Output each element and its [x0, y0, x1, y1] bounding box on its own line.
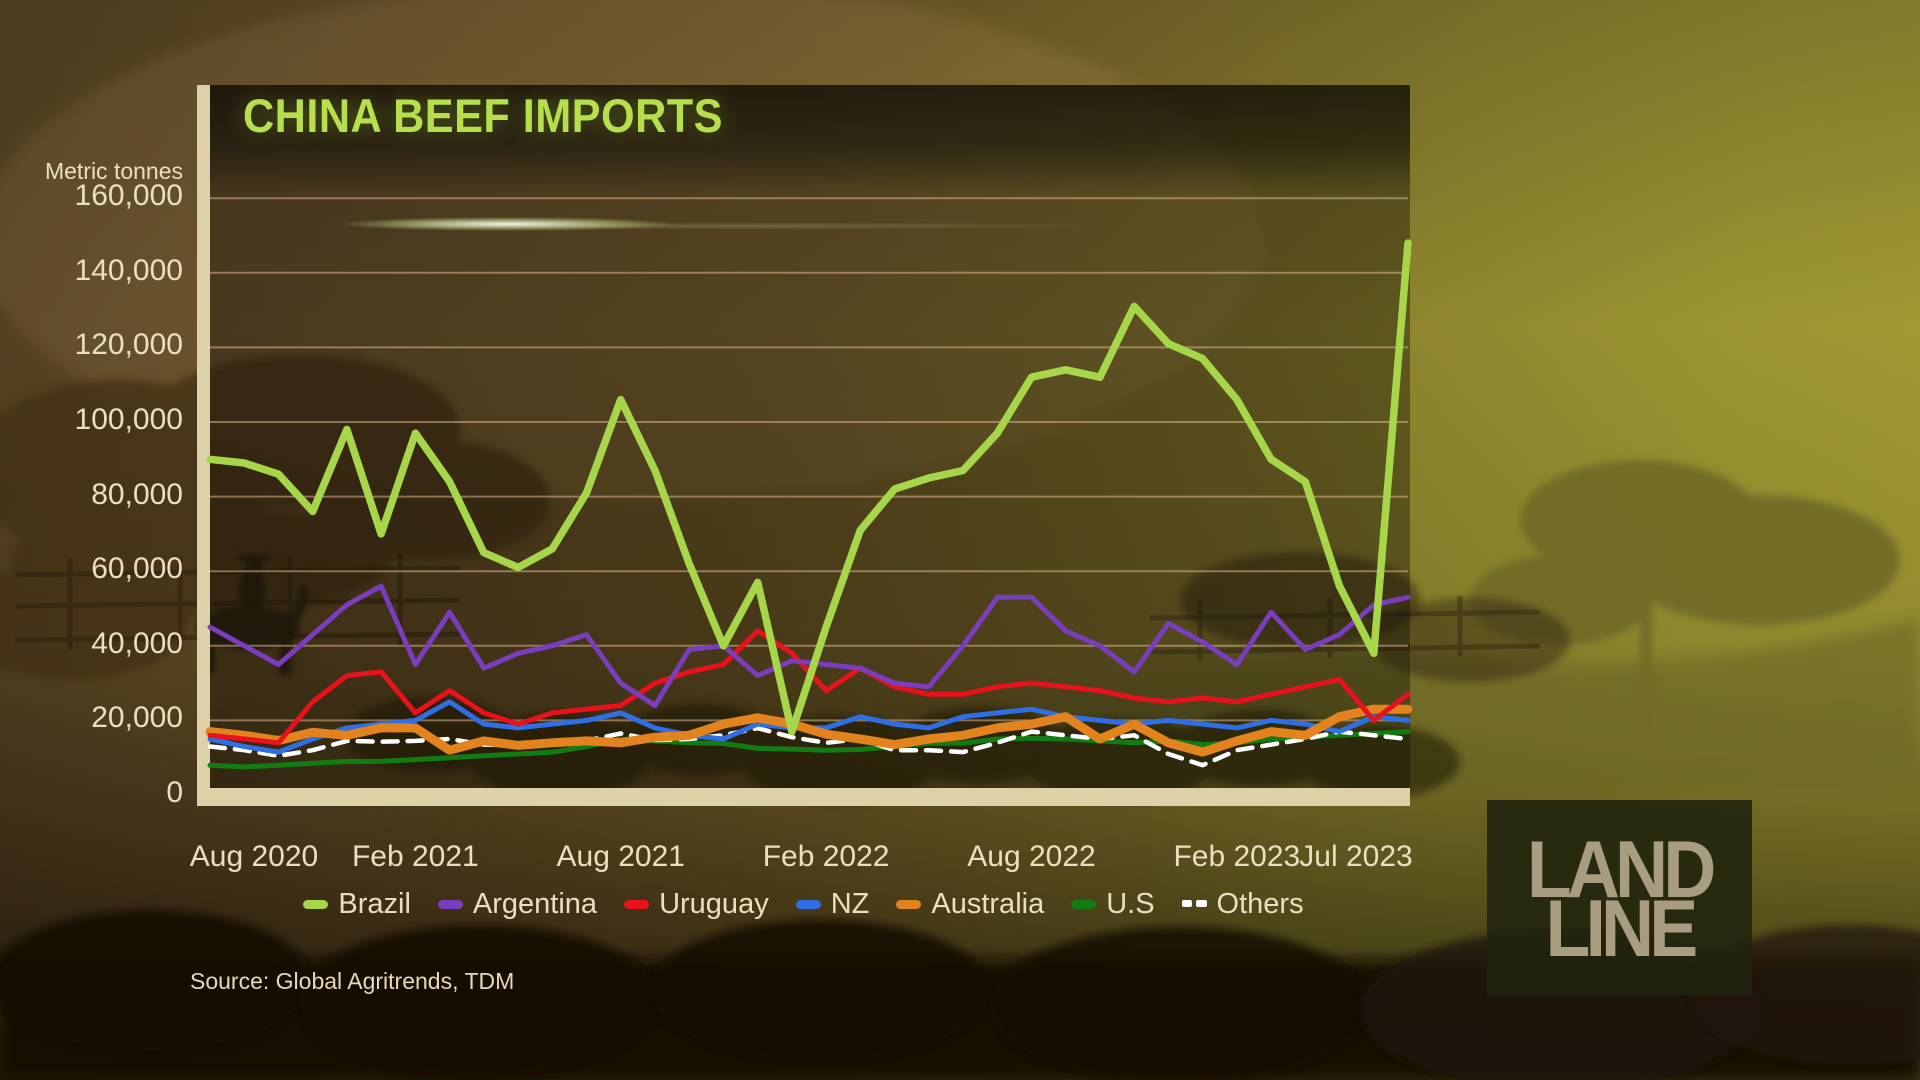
- legend-swatch-us: [1071, 900, 1097, 909]
- x-axis-bar: [197, 788, 1410, 806]
- source-note: Source: Global Agritrends, TDM: [190, 968, 515, 994]
- legend-item-others: Others: [1181, 888, 1304, 921]
- legend-swatch-uruguay: [624, 900, 650, 909]
- stockman-rider-silhouette: [196, 554, 308, 674]
- legend-swatch-brazil: [303, 900, 329, 909]
- legend-item-uruguay: Uruguay: [624, 888, 769, 921]
- y-tick-label: 80,000: [91, 477, 183, 511]
- y-tick-label: 100,000: [74, 403, 183, 436]
- legend-swatch-argentina: [437, 900, 463, 909]
- y-tick-label: 60,000: [91, 552, 183, 586]
- y-tick-label: 20,000: [91, 701, 183, 735]
- y-tick-label: 140,000: [74, 253, 183, 287]
- x-tick-label: Feb 2023: [1173, 840, 1301, 873]
- legend-swatch-others: [1181, 900, 1207, 909]
- y-tick-label: 40,000: [91, 626, 183, 660]
- series-line-others: [207, 725, 1411, 768]
- legend-label: U.S: [1106, 888, 1155, 920]
- legend-label: NZ: [830, 888, 870, 920]
- legend-item-brazil: Brazil: [303, 888, 411, 921]
- series-line-us: [207, 729, 1411, 770]
- y-tick-label: 0: [166, 776, 183, 809]
- legend-label: Uruguay: [659, 888, 769, 920]
- x-tick-label: Aug 2022: [967, 840, 1096, 873]
- chart-legend: Brazil Argentina Uruguay NZ Australia U.S Othe…: [197, 888, 1410, 921]
- y-axis-unit-label: Metric tonnes: [44, 158, 183, 184]
- x-tick-label: Feb 2022: [762, 840, 890, 873]
- x-tick-label: Jul 2023: [1299, 840, 1413, 873]
- logo-text-line: LINE: [1545, 882, 1699, 973]
- series-line-australia: [205, 704, 1413, 757]
- legend-item-us: U.S: [1071, 888, 1155, 921]
- chart-title: CHINA BEEF IMPORTS: [243, 89, 723, 142]
- x-tick-label: Aug 2021: [556, 840, 685, 873]
- logo-text-land: LAND: [1527, 823, 1716, 915]
- legend-item-australia: Australia: [896, 888, 1044, 921]
- legend-label: Brazil: [338, 888, 411, 920]
- landline-logo: LAND LINE: [1487, 800, 1752, 995]
- series-line-argentina: [207, 583, 1411, 708]
- legend-item-argentina: Argentina: [437, 888, 598, 921]
- x-tick-label: Aug 2020: [189, 840, 319, 873]
- legend-item-nz: NZ: [795, 888, 870, 921]
- y-tick-label: 120,000: [74, 328, 183, 362]
- lens-flare-streak: [207, 221, 1257, 231]
- legend-label: Australia: [931, 888, 1045, 920]
- legend-label: Argentina: [472, 888, 598, 920]
- line-chart: [205, 197, 1413, 770]
- x-tick-label: Feb 2021: [351, 840, 479, 873]
- legend-swatch-australia: [896, 900, 922, 909]
- y-axis-bar: [197, 85, 210, 806]
- y-tick-label: 160,000: [74, 179, 183, 213]
- lens-flare-hotspot: [292, 215, 722, 233]
- legend-label: Others: [1216, 888, 1304, 920]
- series-line-brazil: [206, 239, 1412, 736]
- legend-swatch-nz: [795, 900, 821, 909]
